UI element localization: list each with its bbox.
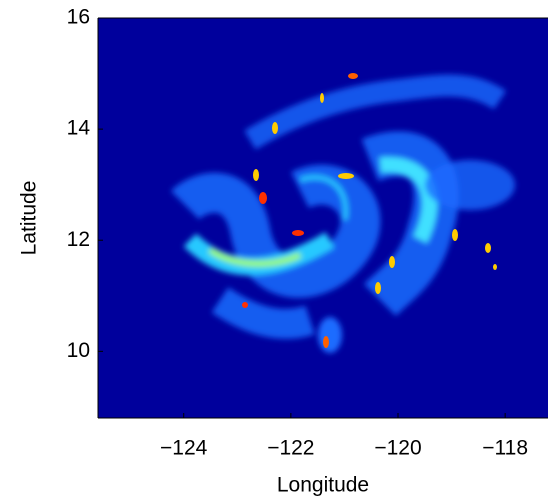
rain-core — [253, 169, 259, 181]
rain-core — [389, 256, 395, 268]
x-tick-label: −118 — [482, 437, 528, 460]
rain-core — [375, 282, 381, 294]
rain-core — [348, 73, 358, 79]
rain-core — [272, 122, 278, 134]
spiral-band — [211, 287, 315, 339]
cores — [242, 73, 497, 348]
y-axis-label: Latitude — [18, 181, 41, 256]
spiral-band — [170, 164, 381, 298]
rain-cell — [318, 317, 342, 353]
y-tick-label: 12 — [67, 228, 90, 251]
y-tick-label: 14 — [67, 117, 91, 140]
rain-cell — [425, 160, 515, 210]
x-tick-label: −122 — [267, 437, 314, 460]
x-axis-label: Longitude — [277, 474, 369, 497]
y-tick-label: 16 — [67, 6, 90, 29]
storm-field — [170, 73, 515, 353]
rain-core — [452, 229, 458, 241]
spiral-band — [299, 174, 349, 221]
plot-area — [98, 18, 548, 418]
rain-core — [485, 243, 491, 253]
rain-core — [259, 192, 267, 204]
rain-core — [292, 230, 304, 236]
rain-core — [493, 264, 497, 270]
rain-core — [320, 93, 324, 103]
x-tick-label: −124 — [160, 437, 208, 460]
spiral-band — [208, 247, 302, 267]
rain-core — [323, 336, 329, 348]
storm-bands — [170, 74, 515, 353]
spiral-band — [244, 74, 507, 150]
y-tick-label: 10 — [67, 339, 90, 362]
rain-core — [338, 173, 354, 179]
rain-core — [242, 302, 248, 308]
x-tick-label: −120 — [374, 437, 421, 460]
